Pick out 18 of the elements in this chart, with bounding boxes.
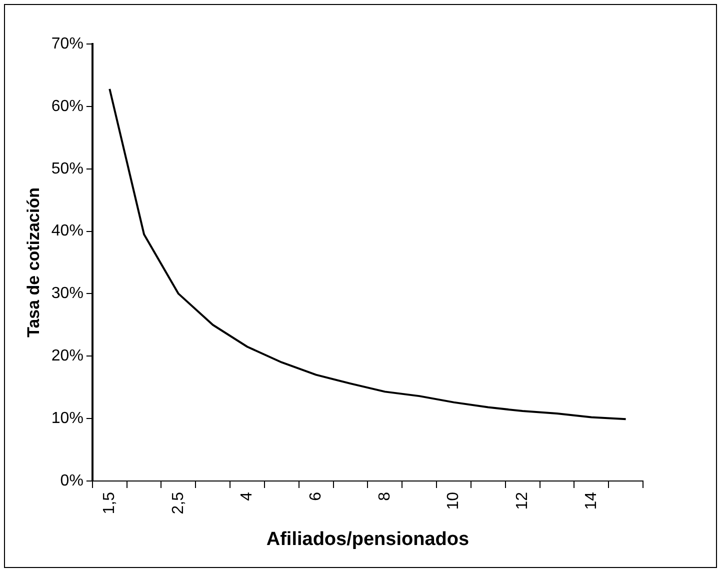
x-tick-label: 14 — [582, 492, 600, 510]
x-tick-label: 1,5 — [101, 492, 118, 514]
y-axis-title: Tasa de cotización — [24, 188, 43, 338]
x-tick-label: 2,5 — [170, 492, 187, 514]
x-tick-label: 12 — [514, 492, 531, 510]
y-tick-label: 70% — [51, 35, 84, 52]
y-tick-label: 20% — [51, 348, 84, 365]
y-tick-label: 40% — [51, 222, 84, 240]
x-axis-title: Afiliados/pensionados — [266, 528, 470, 550]
y-tick-label: 60% — [51, 98, 84, 115]
x-tick-label: 10 — [445, 492, 462, 510]
y-tick-label: 30% — [51, 285, 84, 302]
y-tick-label: 0% — [60, 472, 84, 490]
x-tick-label: 6 — [308, 492, 324, 501]
y-tick-label: 10% — [51, 410, 84, 427]
x-tick-label: 4 — [238, 492, 256, 501]
x-tick-label: 8 — [376, 492, 394, 501]
y-tick-label: 50% — [51, 160, 84, 178]
